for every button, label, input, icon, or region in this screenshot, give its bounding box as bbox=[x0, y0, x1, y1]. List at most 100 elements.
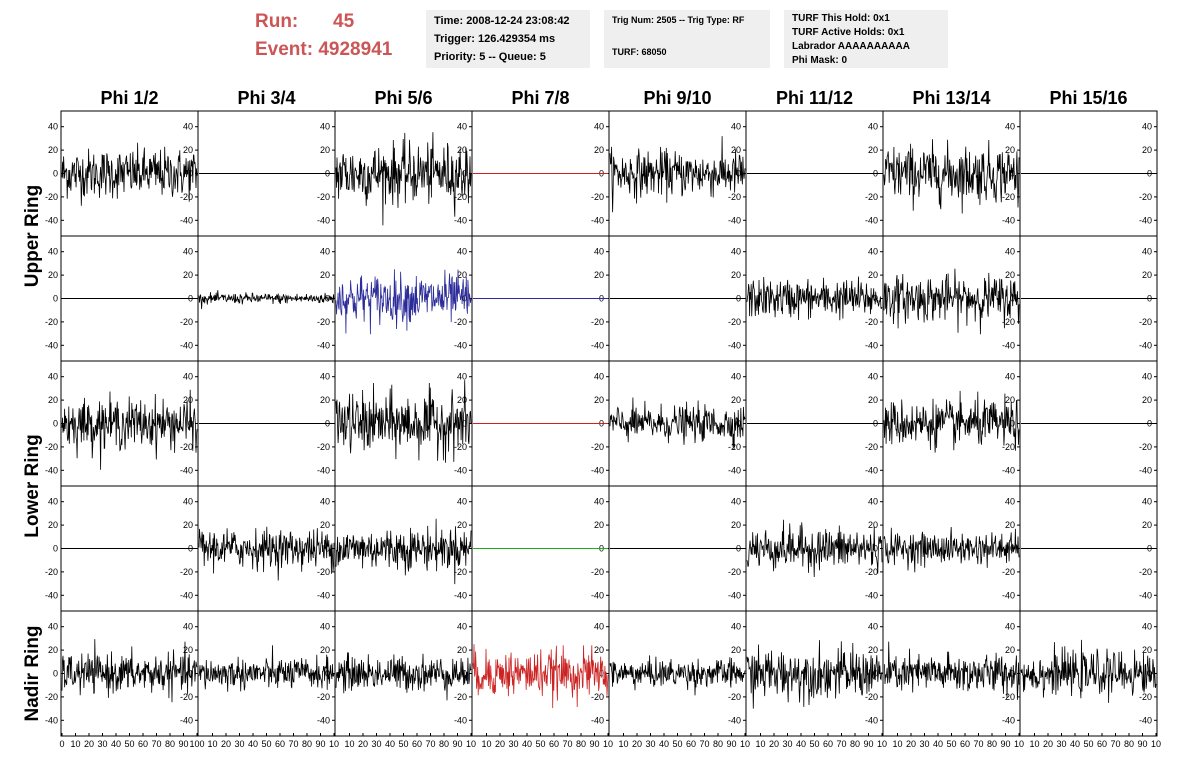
x-tick-label: 10 bbox=[344, 739, 354, 749]
y-tick-label: -20 bbox=[591, 192, 604, 202]
y-tick-label: 0 bbox=[1010, 669, 1015, 679]
y-tick-label: 0 bbox=[1010, 419, 1015, 429]
x-tick-label: 90 bbox=[315, 739, 325, 749]
x-tick-label: 20 bbox=[358, 739, 368, 749]
x-tick-label: 70 bbox=[151, 739, 161, 749]
y-tick-label: 40 bbox=[457, 497, 467, 507]
y-tick-label: 40 bbox=[457, 122, 467, 132]
x-tick-label: 40 bbox=[659, 739, 669, 749]
column-header: Phi 13/14 bbox=[912, 88, 990, 108]
row-label: Nadir Ring bbox=[22, 625, 43, 721]
y-tick-label: -40 bbox=[728, 590, 741, 600]
priority-line: Priority: 5 -- Queue: 5 bbox=[434, 51, 546, 63]
y-tick-label: 40 bbox=[1142, 247, 1152, 257]
y-tick-label: -40 bbox=[1002, 715, 1015, 725]
x-tick-label: 40 bbox=[933, 739, 943, 749]
column-header: Phi 15/16 bbox=[1049, 88, 1127, 108]
y-tick-label: -40 bbox=[180, 215, 193, 225]
y-tick-label: -40 bbox=[591, 465, 604, 475]
x-tick-label: 70 bbox=[1110, 739, 1120, 749]
y-tick-label: 20 bbox=[183, 520, 193, 530]
y-tick-label: -20 bbox=[45, 192, 58, 202]
y-tick-label: -40 bbox=[865, 715, 878, 725]
panel-frame bbox=[60, 110, 199, 237]
x-tick-label: 60 bbox=[1097, 739, 1107, 749]
y-tick-label: -20 bbox=[45, 442, 58, 452]
x-tick-label: 10 bbox=[618, 739, 628, 749]
labrador-line: Labrador AAAAAAAAAA bbox=[792, 41, 910, 52]
y-tick-label: 40 bbox=[731, 372, 741, 382]
y-tick-label: 40 bbox=[594, 122, 604, 132]
y-tick-label: 20 bbox=[868, 395, 878, 405]
x-tick-label: 10 bbox=[1151, 739, 1161, 749]
trace-line bbox=[335, 380, 472, 463]
y-tick-label: 40 bbox=[457, 372, 467, 382]
y-tick-label: 20 bbox=[183, 145, 193, 155]
y-tick-label: -20 bbox=[865, 317, 878, 327]
x-tick-label: 10 bbox=[1029, 739, 1039, 749]
y-tick-label: -40 bbox=[45, 215, 58, 225]
x-tick-label: 80 bbox=[302, 739, 312, 749]
y-tick-label: 0 bbox=[53, 419, 58, 429]
y-tick-label: 40 bbox=[1142, 622, 1152, 632]
y-tick-label: -20 bbox=[1139, 442, 1152, 452]
y-tick-label: -40 bbox=[1139, 340, 1152, 350]
y-tick-label: -40 bbox=[865, 465, 878, 475]
y-tick-label: -40 bbox=[180, 715, 193, 725]
row-label: Lower Ring bbox=[22, 434, 43, 537]
y-tick-label: -40 bbox=[728, 715, 741, 725]
x-tick-label: 70 bbox=[973, 739, 983, 749]
y-tick-label: -20 bbox=[454, 567, 467, 577]
y-tick-label: 20 bbox=[1005, 645, 1015, 655]
trace-line bbox=[198, 526, 335, 581]
trace-line bbox=[1020, 639, 1157, 703]
y-tick-label: -20 bbox=[180, 192, 193, 202]
x-tick-label: 20 bbox=[632, 739, 642, 749]
y-tick-label: 20 bbox=[868, 145, 878, 155]
y-tick-label: 20 bbox=[320, 270, 330, 280]
run-value: 45 bbox=[333, 11, 355, 32]
y-tick-label: 40 bbox=[868, 622, 878, 632]
y-tick-label: -20 bbox=[454, 192, 467, 202]
y-tick-label: 20 bbox=[1142, 645, 1152, 655]
y-tick-label: -40 bbox=[1139, 590, 1152, 600]
y-tick-label: 20 bbox=[457, 395, 467, 405]
y-tick-label: -40 bbox=[317, 215, 330, 225]
y-tick-label: 40 bbox=[731, 622, 741, 632]
y-tick-label: 20 bbox=[48, 520, 58, 530]
trace-line bbox=[61, 639, 198, 703]
y-tick-label: -40 bbox=[180, 465, 193, 475]
x-tick-label: 30 bbox=[1056, 739, 1066, 749]
y-tick-label: 40 bbox=[183, 247, 193, 257]
x-tick-label: 60 bbox=[686, 739, 696, 749]
y-tick-label: -20 bbox=[728, 567, 741, 577]
y-tick-label: 20 bbox=[1142, 270, 1152, 280]
y-tick-label: -40 bbox=[317, 340, 330, 350]
y-tick-label: 40 bbox=[1005, 122, 1015, 132]
y-tick-label: -40 bbox=[180, 340, 193, 350]
x-tick-label: 20 bbox=[769, 739, 779, 749]
y-tick-label: 0 bbox=[53, 544, 58, 554]
x-tick-label: 40 bbox=[385, 739, 395, 749]
y-tick-label: 40 bbox=[594, 497, 604, 507]
y-tick-label: 40 bbox=[868, 122, 878, 132]
x-tick-label: 20 bbox=[495, 739, 505, 749]
trig-num-line: Trig Num: 2505 -- Trig Type: RF bbox=[612, 15, 745, 25]
x-tick-label: 30 bbox=[234, 739, 244, 749]
y-tick-label: 20 bbox=[731, 520, 741, 530]
column-header: Phi 9/10 bbox=[643, 88, 711, 108]
y-tick-label: 40 bbox=[868, 497, 878, 507]
x-tick-label: 100 bbox=[189, 739, 204, 749]
x-tick-label: 30 bbox=[645, 739, 655, 749]
y-tick-label: 40 bbox=[731, 122, 741, 132]
y-tick-label: 20 bbox=[183, 645, 193, 655]
x-tick-label: 20 bbox=[84, 739, 94, 749]
trace-line bbox=[746, 519, 883, 578]
y-tick-label: -20 bbox=[1139, 192, 1152, 202]
x-tick-label: 40 bbox=[796, 739, 806, 749]
y-tick-label: -20 bbox=[317, 192, 330, 202]
column-header: Phi 5/6 bbox=[374, 88, 432, 108]
x-tick-label: 90 bbox=[1137, 739, 1147, 749]
y-tick-label: -40 bbox=[45, 715, 58, 725]
